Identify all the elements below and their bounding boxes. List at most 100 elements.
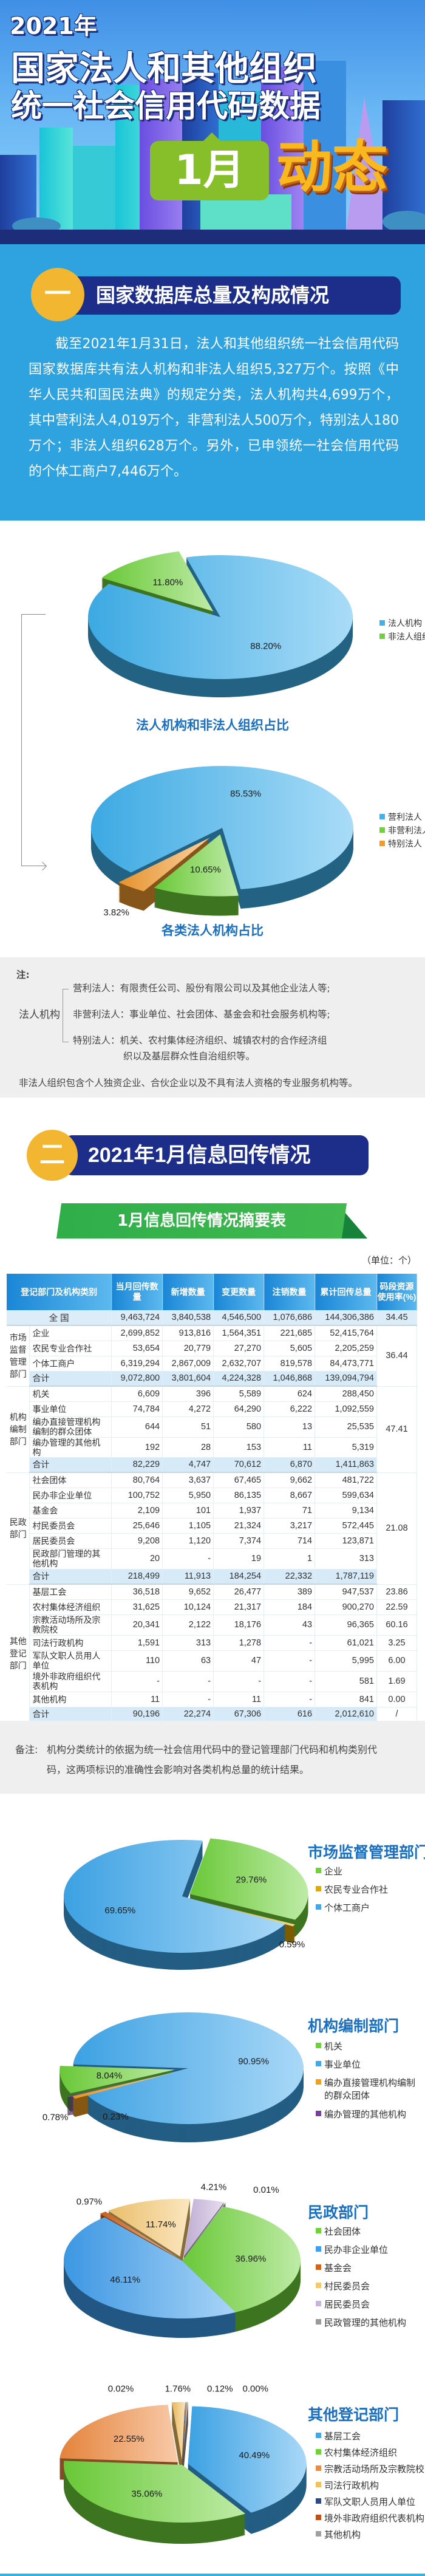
cell-rate: 1.69 — [376, 1671, 417, 1692]
cell-value: 5,995 — [314, 1650, 377, 1672]
pie-slice-民办非企业单位 — [63, 2217, 236, 2318]
cell-value: 3,840,538 — [162, 1310, 214, 1326]
cell-value: 714 — [264, 1533, 316, 1549]
pie-data-label: 36.96% — [235, 2254, 266, 2264]
legend-label: 编办管理的其他机构 — [324, 2109, 407, 2120]
legend-chart-2: 营利法人非营利法人特别法人 — [379, 811, 425, 851]
table-row: 民办非企业单位 100,752 5,950 86,135 8,667 599,634 — [7, 1488, 417, 1503]
legend-chart-4: 机关 事业单位 编办直接管理机构编制的群众团体 编办管理的其他机构 — [316, 2040, 419, 2126]
cell-value: 43 — [264, 1614, 316, 1636]
row-label: 企业 — [29, 1325, 112, 1341]
cell-value: 4,272 — [162, 1401, 214, 1417]
table-row: 市场监督管理部门 企业 2,699,852 913,816 1,564,351 221,6… — [7, 1325, 417, 1387]
remark-box: 备注: 机构分类统计的依据为统一社会信用代码中的登记管理部门代码和机构类别代 码… — [0, 1721, 425, 1794]
row-label: 社会团体 — [29, 1472, 112, 1488]
pie-data-label: 10.65% — [190, 865, 221, 875]
pie-slice-side — [182, 2419, 188, 2478]
row-label: 司法行政机构 — [29, 1635, 112, 1651]
pie-slice-企业 — [189, 1838, 308, 1920]
cell-value: 5,950 — [162, 1488, 214, 1503]
legend-swatch-icon — [316, 2319, 321, 2325]
legend-swatch-icon — [316, 2301, 321, 2306]
cell-value: 27,270 — [213, 1341, 265, 1356]
legend-item: 社会团体 — [316, 2225, 406, 2243]
cell-value: 20 — [111, 1548, 163, 1570]
table-row: 境外非政府组织代表机构 - - - -581 1.69 — [7, 1671, 417, 1692]
pie-data-label: 88.20% — [250, 641, 281, 652]
table-row: 村民委员会 25,646 1,105 21,324 3,217 572,445 — [7, 1518, 417, 1534]
cell-value: 74,784 — [111, 1401, 163, 1417]
cell-value: 819,578 — [264, 1356, 316, 1372]
legend-label: 事业单位 — [324, 2059, 361, 2070]
cell-value: 9,652 — [162, 1584, 214, 1600]
legend-swatch-icon — [316, 2246, 321, 2252]
cell-value: 481,722 — [314, 1472, 377, 1488]
pie-data-label: 90.95% — [238, 2057, 269, 2067]
pie-slice-非法人组织 — [101, 551, 214, 612]
row-label: 宗教活动场所及宗教院校 — [29, 1614, 112, 1636]
cell-value: 580 — [213, 1416, 265, 1438]
legend-swatch-icon — [316, 1868, 321, 1873]
remark-label: 备注: — [15, 1744, 38, 1755]
legend-item: 营利法人 — [379, 811, 425, 824]
hero-title-line2: 统一社会信用代码数据 — [11, 89, 321, 125]
cell-value: 10,124 — [162, 1599, 214, 1615]
cell-value: 123,871 — [314, 1533, 377, 1549]
legend-label: 社会团体 — [324, 2226, 361, 2237]
cell-value: 947,537 — [314, 1584, 377, 1600]
cell-value: 599,634 — [314, 1488, 377, 1503]
cell-value: 64,290 — [213, 1401, 265, 1417]
chart2-title: 各类法人机构占比 — [162, 923, 264, 938]
table-row: 宗教活动场所及宗教院校 20,341 2,122 18,176 43 96,365 60.1… — [7, 1614, 417, 1636]
row-label: 合计 — [29, 1569, 112, 1585]
pie-chart-legal-vs-nonlegal: 88.20% 11.80% — [87, 551, 353, 697]
pie-data-label: 46.11% — [110, 2275, 140, 2285]
column-header: 登记部门及机构类别 — [7, 1274, 112, 1310]
legend-item: 居民委员会 — [316, 2298, 406, 2316]
pie-data-label: 69.65% — [104, 1905, 135, 1916]
pie-data-label: 40.49% — [239, 2450, 270, 2461]
row-label: 境外非政府组织代表机构 — [29, 1671, 112, 1692]
note-item: 非营利法人：事业单位、社会团体、基金会和社会服务机构等; — [73, 1009, 330, 1020]
cell-rate: 0.00 — [376, 1692, 417, 1707]
pie-slice-side — [182, 2402, 188, 2461]
row-label: 村民委员会 — [29, 1518, 112, 1534]
legend-swatch-icon — [379, 841, 385, 846]
legend-label: 境外非政府组织代表机构 — [324, 2513, 425, 2524]
cell-value: 572,445 — [314, 1518, 377, 1534]
row-label: 民办非企业单位 — [29, 1488, 112, 1503]
legend-item: 民办非企业单位 — [316, 2243, 406, 2261]
row-label: 合计 — [29, 1457, 112, 1473]
cell-value: 841 — [314, 1692, 377, 1707]
cell-value: 52,415,764 — [314, 1325, 377, 1341]
legend-item: 其他机构 — [316, 2528, 424, 2544]
cell-rate: 23.86 — [376, 1584, 417, 1600]
cell-value: 51 — [162, 1416, 214, 1438]
legend-item: 法人机构 — [379, 617, 425, 630]
legend-label: 非法人组织 — [388, 632, 425, 642]
pie-chart-legal-person-types: 85.53% 10.65% 3.82% — [90, 766, 354, 918]
dept-label: 其他登记部门 — [7, 1584, 30, 1723]
row-label: 其他机构 — [29, 1692, 112, 1707]
cell-value: 5,589 — [213, 1386, 265, 1402]
legend-item: 宗教活动场所及宗教院校 — [316, 2462, 424, 2479]
cell-value: 616 — [264, 1707, 316, 1723]
notes-bracket — [63, 989, 69, 1042]
pie-chart-civil-affairs: 36.96% 46.11% 0.97% 11.74% 4.21% 0.01% — [63, 2182, 301, 2338]
legend-item: 农民专业合作社 — [316, 1883, 388, 1901]
cell-value: 67,465 — [213, 1472, 265, 1488]
section2-title: 2021年1月信息回传情况 — [64, 1135, 369, 1175]
dept-label: 市场监督管理部门 — [7, 1325, 30, 1387]
legend-chart-6: 基层工会 农村集体经济组织 宗教活动场所及宗教院校 司法行政机构 军队文职人员用人单位境… — [316, 2430, 424, 2544]
legend-label: 企业 — [324, 1866, 343, 1877]
legend-swatch-icon — [316, 2449, 321, 2455]
cell-value: - — [264, 1650, 316, 1672]
chart6-title: 其他登记部门 — [308, 2406, 399, 2424]
table-row: 其他机构 11-11-841 0.00 — [7, 1692, 417, 1707]
table-row: 个体工商户 6,319,294 2,867,009 2,632,707 819,578 8… — [7, 1356, 417, 1372]
cell-rate: 22.59 — [376, 1599, 417, 1615]
cell-value: 313 — [314, 1548, 377, 1570]
cell-value: 21,317 — [213, 1599, 265, 1615]
legend-label: 编办直接管理机构编制的群众团体 — [324, 2077, 416, 2101]
pie-slice-side — [182, 2407, 188, 2465]
